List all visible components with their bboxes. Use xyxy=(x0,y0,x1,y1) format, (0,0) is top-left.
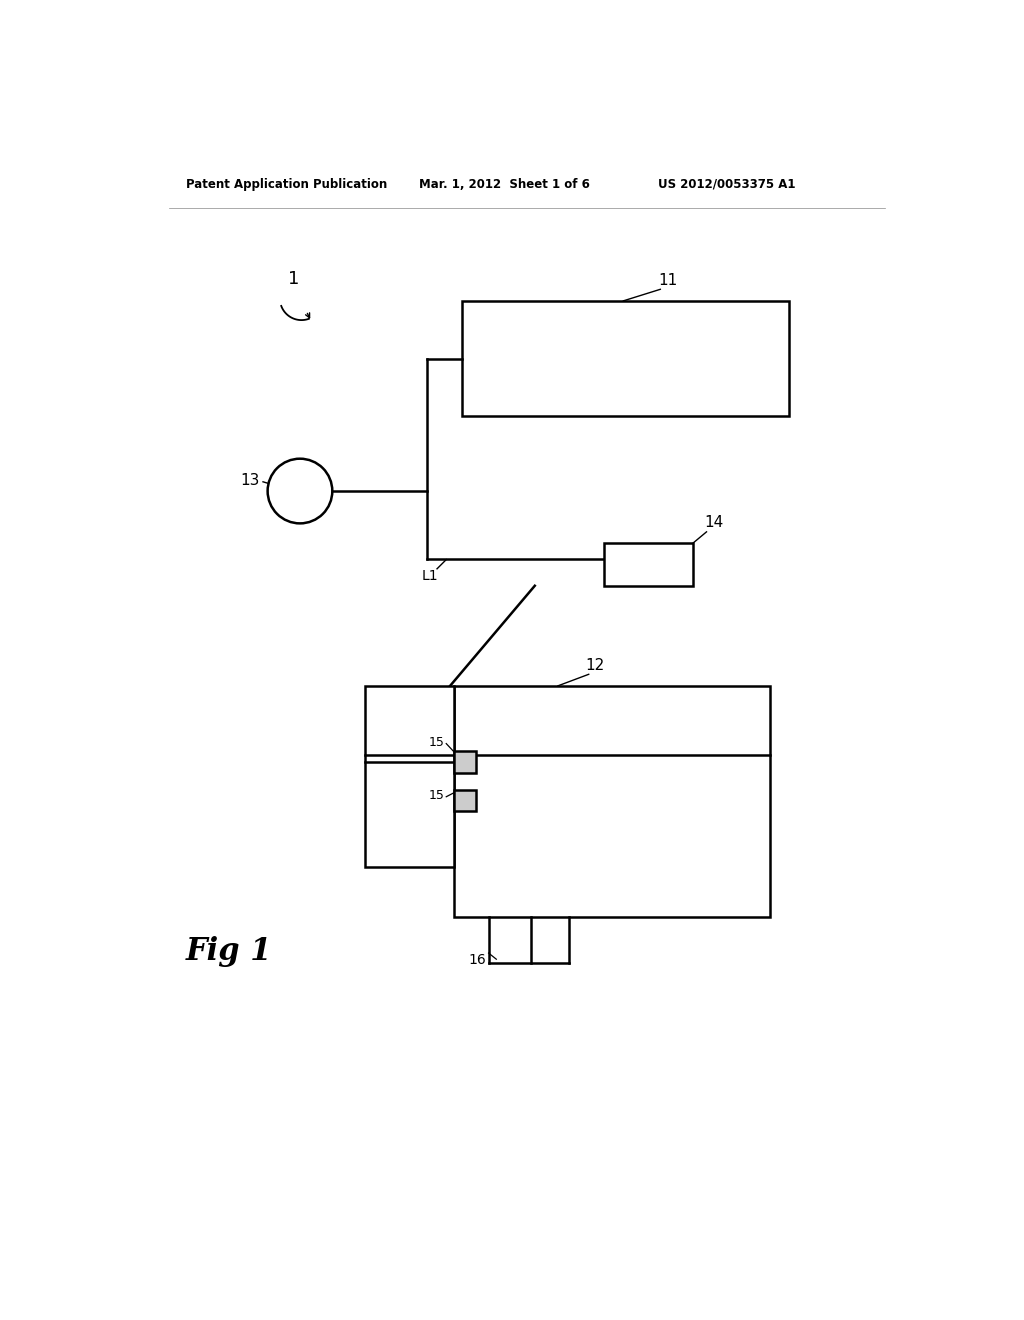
Bar xyxy=(454,751,475,774)
Text: 1: 1 xyxy=(289,271,300,288)
Bar xyxy=(604,544,692,586)
Text: 14: 14 xyxy=(705,515,724,529)
Text: Fig 1: Fig 1 xyxy=(186,936,272,968)
Bar xyxy=(454,789,475,812)
Text: 11: 11 xyxy=(658,273,677,288)
Text: 16: 16 xyxy=(469,953,486,968)
Text: Patent Application Publication: Patent Application Publication xyxy=(186,178,387,190)
Text: US 2012/0053375 A1: US 2012/0053375 A1 xyxy=(658,178,796,190)
Text: 13: 13 xyxy=(240,473,259,488)
Text: 12: 12 xyxy=(585,657,604,673)
Text: L1: L1 xyxy=(422,569,438,583)
Text: 15: 15 xyxy=(429,735,444,748)
Circle shape xyxy=(267,459,333,524)
Text: 15: 15 xyxy=(429,788,444,801)
Text: Mar. 1, 2012  Sheet 1 of 6: Mar. 1, 2012 Sheet 1 of 6 xyxy=(419,178,590,190)
Bar xyxy=(366,686,454,867)
Bar xyxy=(454,686,770,917)
Bar xyxy=(462,301,788,416)
